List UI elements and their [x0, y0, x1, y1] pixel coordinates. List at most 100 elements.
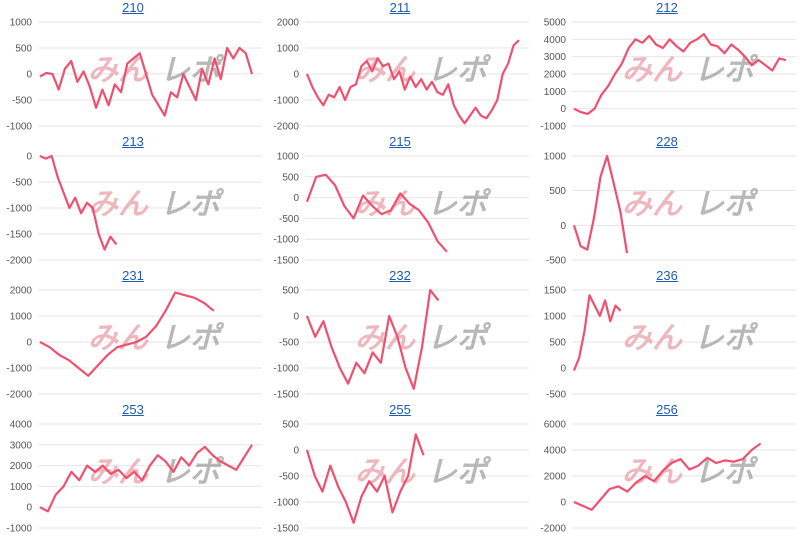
chart-panel-253: 253 4000 3000 2000 1000 0 -1000 みん レポ [0, 402, 266, 536]
y-tick-label: 1000 [277, 44, 300, 55]
chart-svg: 1000 500 0 -500 -1000 みん レポ [6, 18, 262, 133]
y-tick-label: -2000 [6, 256, 32, 267]
chart-panel-210: 210 1000 500 0 -500 -1000 みん レポ [0, 0, 266, 134]
y-tick-label: 0 [293, 70, 299, 81]
y-tick-label: 0 [560, 104, 566, 115]
chart-title-link[interactable]: 211 [389, 0, 411, 15]
chart-title-link[interactable]: 213 [122, 134, 144, 149]
y-tick-label: 500 [549, 338, 566, 349]
watermark-text-2: レポ [160, 187, 225, 222]
y-tick-label: 0 [560, 221, 566, 232]
watermark-logo: みん レポ [355, 187, 492, 222]
chart-panel-213: 213 0 -500 -1000 -1500 -2000 みん レポ [0, 134, 266, 268]
watermark-logo: みん レポ [622, 53, 759, 88]
y-tick-label: 0 [26, 338, 32, 349]
watermark-text-1: みん [88, 187, 149, 222]
chart-panel-212: 212 5000 4000 3000 2000 1000 0 -1000 みん レポ [534, 0, 800, 134]
chart-title-link[interactable]: 210 [122, 0, 144, 15]
chart-svg: 2000 1000 0 -1000 -2000 みん レポ [6, 286, 262, 401]
y-tick-label: -1000 [273, 235, 299, 246]
chart-title-link[interactable]: 212 [656, 0, 678, 15]
series-line [573, 442, 762, 511]
watermark-text-2: レポ [427, 455, 492, 490]
watermark-text-1: みん [88, 53, 149, 88]
y-tick-label: -500 [12, 96, 32, 107]
watermark-text-1: みん [355, 187, 416, 222]
y-tick-label: -1000 [6, 122, 32, 133]
y-tick-label: 2000 [544, 472, 567, 483]
y-tick-label: -1000 [273, 364, 299, 375]
y-tick-label: 3000 [544, 52, 567, 63]
y-tick-label: -2000 [273, 122, 299, 133]
series-line [572, 154, 629, 254]
chart-title-link[interactable]: 236 [656, 268, 678, 283]
chart-panel-231: 231 2000 1000 0 -1000 -2000 みん レポ [0, 268, 266, 402]
watermark-text-1: みん [88, 455, 149, 490]
y-tick-label: 6000 [544, 420, 567, 431]
series-line [305, 173, 448, 253]
chart-title-link[interactable]: 256 [656, 402, 678, 417]
chart-title-link[interactable]: 215 [389, 134, 411, 149]
watermark-text-2: レポ [427, 321, 492, 356]
chart-panel-236: 236 1500 1000 500 0 -500 みん レポ [534, 268, 800, 402]
series-line [39, 444, 253, 513]
y-tick-label: 0 [560, 498, 566, 509]
watermark-text-2: レポ [694, 321, 759, 356]
y-tick-label: 0 [26, 70, 32, 81]
series-line [39, 291, 215, 377]
watermark-text-1: みん [88, 321, 149, 356]
y-tick-label: 3000 [10, 440, 33, 451]
chart-title-link[interactable]: 228 [656, 134, 678, 149]
watermark-logo: みん レポ [88, 53, 225, 88]
watermark-text-1: みん [622, 321, 683, 356]
y-tick-label: -1500 [6, 230, 32, 241]
y-tick-label: 500 [549, 186, 566, 197]
y-tick-label: -1000 [6, 204, 32, 215]
y-tick-label: 2000 [544, 70, 567, 81]
chart-svg: 5000 4000 3000 2000 1000 0 -1000 みん レポ [540, 18, 796, 133]
y-tick-label: 500 [282, 172, 299, 183]
y-tick-label: -500 [12, 178, 32, 189]
y-tick-label: -1500 [273, 390, 299, 401]
y-tick-label: 1000 [10, 482, 33, 493]
y-tick-label: 1000 [544, 312, 567, 323]
series-line [305, 39, 520, 125]
y-tick-label: -1000 [540, 122, 566, 133]
chart-svg: 1000 500 0 -500 -1000 -1500 みん レポ [273, 152, 529, 267]
y-tick-label: 0 [560, 364, 566, 375]
y-tick-label: 2000 [277, 18, 300, 29]
watermark-text-1: みん [355, 53, 416, 88]
y-tick-label: 1500 [544, 286, 567, 297]
chart-title-link[interactable]: 255 [389, 402, 411, 417]
y-tick-label: -1000 [6, 524, 32, 535]
series-line [572, 294, 622, 372]
y-tick-label: -1000 [273, 498, 299, 509]
chart-title-link[interactable]: 253 [122, 402, 144, 417]
watermark-logo: みん レポ [622, 455, 759, 490]
chart-title-link[interactable]: 231 [122, 268, 144, 283]
y-tick-label: -500 [279, 472, 299, 483]
y-tick-label: -1000 [6, 364, 32, 375]
chart-panel-215: 215 1000 500 0 -500 -1000 -1500 みん レポ [267, 134, 533, 268]
y-tick-label: -500 [279, 214, 299, 225]
y-tick-label: 1000 [277, 152, 300, 163]
series-line [305, 433, 425, 524]
y-tick-label: 500 [282, 286, 299, 297]
y-tick-label: -500 [279, 338, 299, 349]
watermark-logo: みん レポ [88, 321, 225, 356]
y-tick-label: 1000 [10, 18, 33, 29]
y-tick-label: 0 [293, 312, 299, 323]
chart-svg: 4000 3000 2000 1000 0 -1000 みん レポ [6, 420, 262, 535]
chart-svg: 0 -500 -1000 -1500 -2000 みん レポ [6, 152, 262, 267]
y-tick-label: 500 [15, 44, 32, 55]
y-tick-label: 1000 [10, 312, 33, 323]
watermark-logo: みん レポ [355, 53, 492, 88]
y-tick-label: 4000 [10, 420, 33, 431]
y-tick-label: -500 [546, 390, 566, 401]
y-tick-label: 1000 [544, 152, 567, 163]
y-tick-label: 500 [282, 420, 299, 431]
chart-title-link[interactable]: 232 [389, 268, 411, 283]
